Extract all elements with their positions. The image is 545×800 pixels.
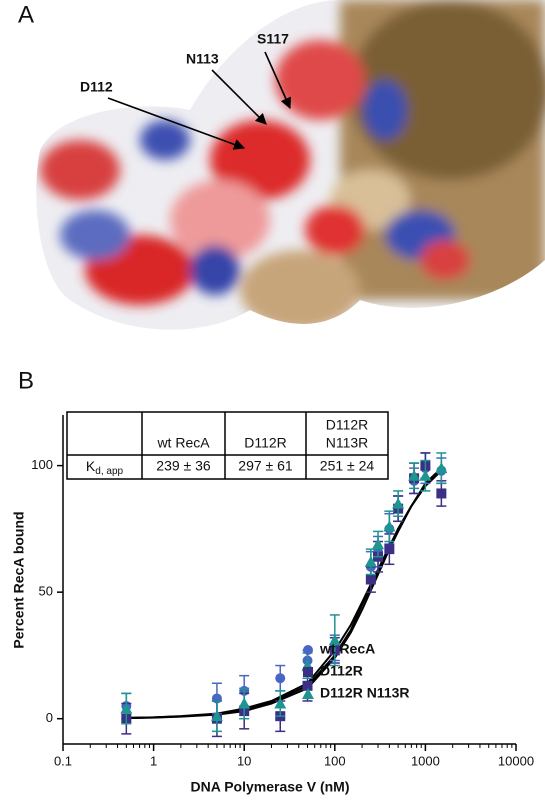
residue-label: D112 (80, 79, 113, 95)
data-point (419, 469, 432, 481)
data-point (365, 574, 376, 585)
table-header: wt RecA (156, 435, 210, 451)
row-label-sub: d, app (95, 466, 123, 477)
panel-label: A (18, 1, 34, 28)
y-axis-label: Percent RecA bound (11, 511, 27, 648)
data-point (210, 710, 223, 722)
data-point (372, 538, 385, 550)
legend-label: wt RecA (319, 641, 375, 657)
residue-label: N113 (186, 51, 219, 67)
table-cell: 251 ± 24 (320, 458, 375, 474)
x-tick-label: 1000 (411, 753, 440, 768)
data-point (435, 462, 448, 474)
legend-label: D112R N113R (320, 685, 410, 701)
table-header: D112R (326, 417, 369, 433)
data-point (238, 697, 251, 709)
legend-marker (302, 688, 314, 699)
table-header: N113R (326, 435, 369, 451)
x-tick-label: 10 (237, 753, 251, 768)
table-row-label: Kd, app (86, 458, 124, 477)
data-point (383, 520, 396, 532)
data-point (302, 680, 313, 691)
y-tick-label: 50 (39, 584, 53, 599)
table-cell: 297 ± 61 (238, 458, 293, 474)
data-point (364, 555, 377, 567)
fit-curve (126, 469, 443, 719)
x-tick-label: 100 (324, 753, 346, 768)
data-point (384, 544, 395, 555)
data-point (392, 497, 405, 509)
data-point (436, 488, 447, 499)
x-tick-label: 0.1 (54, 753, 72, 768)
residue-label: S117 (257, 31, 289, 47)
data-point (120, 702, 133, 714)
legend-marker (303, 645, 313, 655)
panel-label: B (18, 367, 34, 394)
data-point (275, 673, 286, 684)
row-label-main: K (86, 458, 96, 474)
data-point (408, 469, 421, 481)
x-tick-label: 1 (150, 753, 157, 768)
protein-surface (36, 0, 545, 330)
y-tick-label: 0 (46, 710, 53, 725)
table-header: D112R (244, 435, 287, 451)
table-border (66, 411, 389, 480)
data-point (328, 634, 341, 646)
table-cell: 239 ± 36 (156, 458, 211, 474)
arrow (264, 51, 292, 110)
x-axis-label: DNA Polymerase V (nM) (191, 779, 350, 795)
legend-label: D112R (320, 663, 363, 679)
legend-marker (303, 667, 313, 677)
arrow (211, 69, 267, 125)
y-tick-label: 100 (31, 457, 53, 472)
data-point (274, 697, 287, 709)
arrow (107, 97, 246, 150)
x-tick-label: 10000 (498, 753, 534, 768)
